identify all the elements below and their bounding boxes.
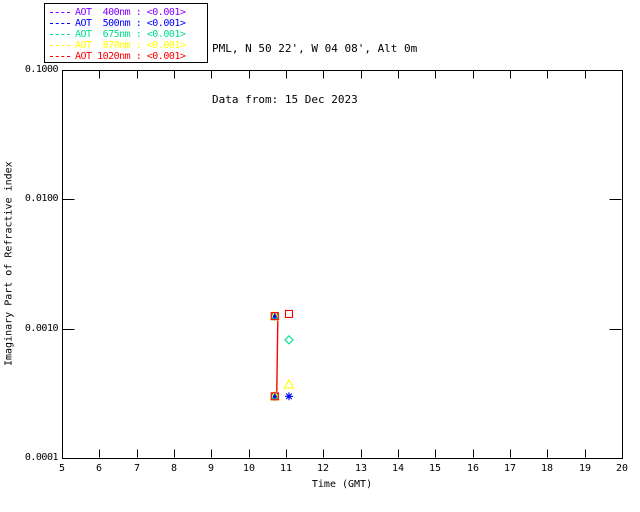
x-tick-label: 17 bbox=[503, 463, 517, 474]
x-tick-label: 10 bbox=[242, 463, 256, 474]
legend-dash-line-icon bbox=[50, 23, 70, 24]
marker-asterisk-icon bbox=[284, 392, 293, 401]
legend-item-label: AOT 500nm : <0.001> bbox=[75, 18, 186, 29]
x-tick-label: 18 bbox=[540, 463, 554, 474]
legend-item: AOT 500nm : <0.001> bbox=[50, 18, 207, 29]
plot-border bbox=[62, 70, 623, 459]
x-tick-label: 8 bbox=[170, 463, 178, 474]
x-tick-label: 16 bbox=[466, 463, 480, 474]
x-tick-label: 7 bbox=[133, 463, 141, 474]
series-connect-line bbox=[276, 320, 279, 392]
legend-item: AOT 870nm : <0.001> bbox=[50, 40, 207, 51]
x-tick-label: 14 bbox=[391, 463, 405, 474]
site-location-text: PML, N 50 22', W 04 08', Alt 0m bbox=[212, 42, 418, 55]
legend-item-label: AOT 400nm : <0.001> bbox=[75, 7, 186, 18]
legend-dash-line-icon bbox=[50, 45, 70, 46]
marker-asterisk-icon bbox=[270, 312, 279, 321]
marker-square-icon bbox=[270, 392, 279, 401]
legend: AOT 400nm : <0.001> AOT 500nm : <0.001> AO… bbox=[44, 3, 208, 63]
x-tick-label: 13 bbox=[354, 463, 368, 474]
header-info: PML, N 50 22', W 04 08', Alt 0m Data fro… bbox=[212, 6, 417, 142]
x-tick-label: 11 bbox=[279, 463, 293, 474]
x-tick-label: 19 bbox=[578, 463, 592, 474]
x-tick-label: 20 bbox=[615, 463, 629, 474]
y-tick-label: 0.0001 bbox=[24, 452, 59, 463]
x-tick-label: 15 bbox=[428, 463, 442, 474]
legend-item: AOT 400nm : <0.001> bbox=[50, 7, 207, 18]
x-tick-label: 12 bbox=[316, 463, 330, 474]
marker-diamond-icon bbox=[284, 335, 294, 345]
legend-item: AOT 675nm : <0.001> bbox=[50, 29, 207, 40]
legend-item-label: AOT 870nm : <0.001> bbox=[75, 40, 186, 51]
legend-dash-line-icon bbox=[50, 12, 70, 13]
legend-dash-line-icon bbox=[50, 56, 70, 57]
marker-triangle-icon bbox=[283, 378, 295, 389]
x-tick-label: 5 bbox=[58, 463, 66, 474]
marker-square-icon bbox=[284, 309, 294, 318]
legend-item: AOT 1020nm : <0.001> bbox=[50, 51, 207, 62]
marker-asterisk-icon bbox=[270, 392, 279, 401]
x-tick-label: 9 bbox=[207, 463, 215, 474]
x-tick-label: 6 bbox=[95, 463, 103, 474]
legend-item-label: AOT 675nm : <0.001> bbox=[75, 29, 186, 40]
legend-item-label: AOT 1020nm : <0.001> bbox=[75, 51, 186, 62]
x-axis-title: Time (GMT) bbox=[311, 479, 373, 490]
marker-square-icon bbox=[270, 312, 279, 321]
data-date-text: Data from: 15 Dec 2023 bbox=[212, 93, 358, 106]
y-tick-label: 0.0100 bbox=[24, 193, 59, 204]
y-tick-label: 0.1000 bbox=[24, 64, 59, 75]
y-tick-label: 0.0010 bbox=[24, 323, 59, 334]
legend-dash-line-icon bbox=[50, 34, 70, 35]
y-axis-title: Imaginary Part of Refractive index bbox=[3, 161, 15, 367]
